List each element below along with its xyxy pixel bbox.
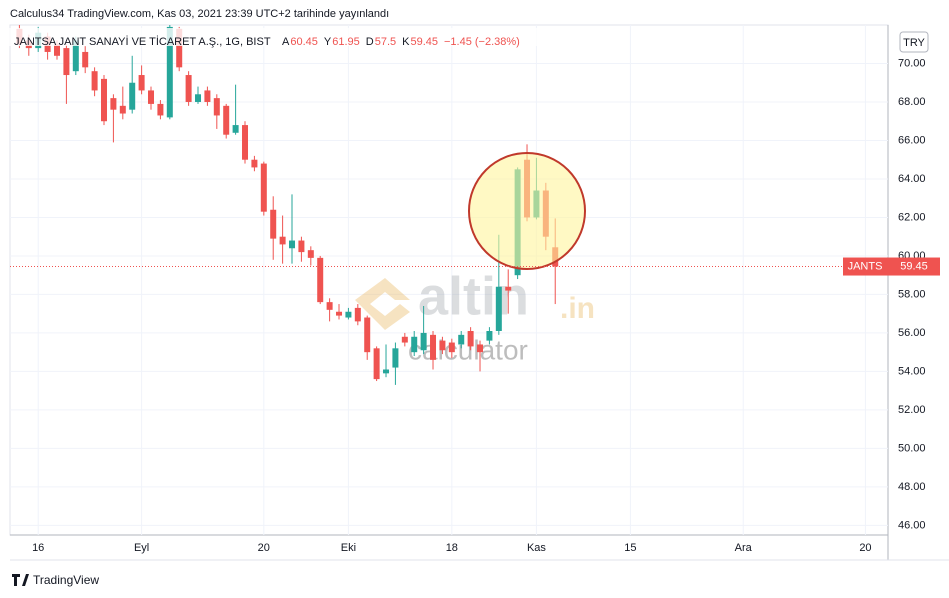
candle-body bbox=[383, 369, 390, 374]
y-tick-label: 54.00 bbox=[898, 365, 926, 377]
x-tick-label: 15 bbox=[624, 542, 636, 554]
candle-body bbox=[176, 28, 183, 68]
candle-body bbox=[495, 286, 502, 331]
y-tick-label: 48.00 bbox=[898, 481, 926, 493]
x-tick-label: Kas bbox=[527, 542, 546, 554]
x-tick-label: Eki bbox=[341, 542, 356, 554]
candle-body bbox=[166, 26, 173, 118]
candle-body bbox=[148, 90, 155, 104]
candle-body bbox=[119, 105, 126, 114]
currency: TRY bbox=[903, 37, 925, 49]
x-tick-label: Eyl bbox=[134, 542, 149, 554]
candle-body bbox=[72, 40, 79, 72]
candle-body bbox=[213, 98, 220, 116]
candle-body bbox=[307, 250, 314, 258]
candle-body bbox=[411, 336, 418, 353]
candle-body bbox=[101, 78, 108, 122]
candle-body bbox=[91, 71, 98, 91]
y-tick-label: 66.00 bbox=[898, 134, 926, 146]
candle-body bbox=[354, 307, 361, 322]
watermark-logo bbox=[355, 278, 410, 330]
y-tick-label: 50.00 bbox=[898, 442, 926, 454]
candle-body bbox=[448, 342, 455, 353]
candle-body bbox=[505, 286, 512, 291]
candle-body bbox=[63, 48, 70, 76]
currency-box bbox=[899, 31, 929, 53]
y-tick-label: 68.00 bbox=[898, 96, 926, 108]
candle-body bbox=[242, 125, 249, 160]
x-tick-label: 20 bbox=[258, 542, 270, 554]
candle-body bbox=[486, 331, 493, 341]
candle-body bbox=[401, 336, 408, 343]
ohlc-value: 57.5 bbox=[375, 36, 396, 48]
y-tick-label: 52.00 bbox=[898, 404, 926, 416]
watermark: altin .in calculator bbox=[355, 266, 595, 365]
x-tick-label: 20 bbox=[859, 542, 871, 554]
x-tick-label: 16 bbox=[32, 542, 44, 554]
legend-background bbox=[8, 28, 548, 46]
x-tick-label: 18 bbox=[446, 542, 458, 554]
y-tick-label: 62.00 bbox=[898, 211, 926, 223]
candle-body bbox=[270, 209, 277, 239]
candle-body bbox=[392, 348, 399, 368]
tradingview-logo bbox=[12, 574, 29, 586]
candle-body bbox=[251, 159, 258, 168]
published-note: Calculus34 TradingView.com, Kas 03, 2021… bbox=[10, 8, 389, 20]
symbol-title: JANTSA JANT SANAYİ VE TİCARET A.Ş., 1G, … bbox=[14, 35, 271, 48]
candle-body bbox=[420, 332, 427, 351]
candle-body bbox=[129, 82, 136, 110]
candle-body bbox=[467, 331, 474, 347]
candle-body bbox=[232, 125, 239, 133]
candle-body bbox=[336, 311, 343, 316]
watermark-text: altin bbox=[418, 266, 529, 326]
candle-body bbox=[195, 94, 202, 102]
candle-body bbox=[138, 75, 145, 91]
candle-body bbox=[279, 236, 286, 245]
symbol-tag bbox=[843, 257, 888, 276]
x-tick-label: Ara bbox=[735, 542, 753, 554]
last-price-tag bbox=[888, 257, 940, 276]
y-tick-label: 56.00 bbox=[898, 327, 926, 339]
ohlc-value: 61.95 bbox=[332, 36, 360, 48]
candle-body bbox=[439, 340, 446, 351]
candle-body bbox=[373, 348, 380, 380]
last-price-label: 59.45 bbox=[900, 260, 928, 272]
grid bbox=[10, 25, 888, 535]
candle-body bbox=[430, 334, 437, 360]
candle-body bbox=[317, 257, 324, 303]
candle-body bbox=[185, 75, 192, 102]
y-tick-label: 70.00 bbox=[898, 57, 926, 69]
ohlc-key: D bbox=[366, 36, 374, 48]
ohlc-value: 60.45 bbox=[290, 36, 318, 48]
ohlc-legend: A 60.45 Y 61.95 D 57.5 K 59.45 −1.45 (−2.38%) bbox=[282, 36, 520, 48]
candle-body bbox=[223, 105, 230, 135]
candle-body bbox=[289, 240, 296, 249]
candle-body bbox=[82, 51, 89, 68]
candle-body bbox=[364, 317, 371, 353]
y-tick-label: 46.00 bbox=[898, 519, 926, 531]
candle-body bbox=[326, 302, 333, 310]
candle-body bbox=[110, 98, 117, 110]
footer-brand: TradingView bbox=[33, 573, 99, 587]
ohlc-key: K bbox=[402, 36, 410, 48]
ohlc-key: A bbox=[282, 36, 290, 48]
symbol-tag-label: JANTS bbox=[848, 260, 883, 272]
candle-body bbox=[458, 334, 465, 345]
y-tick-label: 58.00 bbox=[898, 288, 926, 300]
price-change: −1.45 (−2.38%) bbox=[444, 36, 520, 48]
candle-body bbox=[260, 163, 267, 212]
candle-body bbox=[204, 90, 211, 102]
candle-body bbox=[345, 311, 352, 318]
watermark-text: .in bbox=[560, 292, 595, 325]
highlight-circle bbox=[468, 152, 586, 270]
y-tick-label: 64.00 bbox=[898, 173, 926, 185]
ohlc-value: 59.45 bbox=[410, 36, 438, 48]
candle-body bbox=[298, 240, 305, 253]
candle-body bbox=[54, 44, 61, 56]
candle-body bbox=[477, 344, 484, 353]
ohlc-key: Y bbox=[324, 36, 332, 48]
candle-body bbox=[157, 103, 164, 116]
